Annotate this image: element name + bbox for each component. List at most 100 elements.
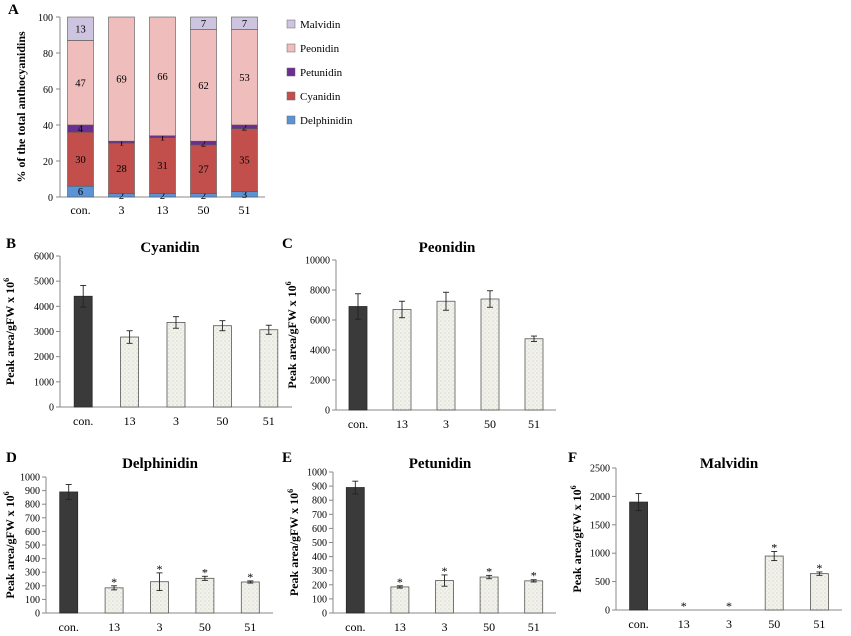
y-tick-label: 1000 (590, 549, 610, 560)
x-category-label: con. (348, 417, 368, 431)
y-tick-label: 1500 (590, 520, 610, 531)
y-tick-label: 200 (312, 580, 327, 591)
x-category-label: 50 (484, 417, 496, 431)
y-tick-label: 3000 (34, 327, 54, 338)
segment-label: 1 (160, 132, 165, 143)
y-tick-label: 500 (312, 538, 327, 549)
y-tick-label: 300 (25, 568, 40, 579)
y-axis-label-main: Peak area/gFW x 10 (3, 282, 17, 385)
significance-marker: * (681, 599, 687, 613)
panel-letter-f: F (568, 450, 577, 466)
bar (120, 336, 139, 408)
y-tick-label: 0 (605, 606, 610, 617)
panel-letter-a: A (8, 2, 19, 18)
panel-f: F Malvidin 0 500 1000 1500 2000 2500 Peak area/g… (568, 450, 842, 631)
panel-title: Cyanidin (140, 240, 200, 256)
significance-marker: * (816, 561, 822, 575)
stack-segment (190, 16, 217, 30)
x-category-label: 13 (124, 414, 136, 428)
segment-label: 47 (75, 78, 86, 89)
x-category-label: 51 (263, 414, 275, 428)
significance-marker: * (157, 562, 163, 576)
y-tick-label: 700 (25, 513, 40, 524)
y-tick-label: 100 (25, 595, 40, 606)
significance-marker: * (771, 540, 777, 554)
y-tick-label: 4000 (310, 346, 330, 357)
y-axis-label-sup: 6 (284, 281, 293, 285)
bar (480, 298, 500, 411)
segment-label: 2 (201, 191, 206, 202)
panel-e: E Petunidin 0 100 200 300 400 500 600 700 800 900 10… (282, 450, 556, 634)
bar (524, 338, 544, 411)
legend-label: Petunidin (300, 67, 343, 79)
x-category-label: 51 (813, 617, 825, 631)
bar (195, 577, 215, 614)
y-tick-label: 10000 (305, 256, 330, 267)
y-tick-label: 0 (325, 406, 330, 417)
y-axis-label: Peak area/gFW x 106 (569, 485, 584, 592)
stack-segment (149, 137, 176, 194)
legend-swatch (286, 115, 296, 125)
y-tick-label: 600 (25, 527, 40, 538)
y-tick-label: 0 (35, 609, 40, 620)
panel-letter-c: C (282, 236, 293, 252)
y-tick-label: 6000 (34, 252, 54, 263)
y-tick-label: 500 (25, 541, 40, 552)
bar (436, 300, 456, 411)
x-category-label: con. (345, 620, 365, 634)
y-tick-label: 900 (312, 482, 327, 493)
segment-label: 6 (78, 187, 83, 198)
significance-marker: * (726, 599, 732, 613)
y-tick-label: 4000 (34, 302, 54, 313)
panel-d: D Delphinidin 0 100 200 300 400 500 600 700 800 900… (2, 450, 273, 634)
bar (212, 325, 232, 408)
y-axis-label-sup: 6 (569, 485, 578, 489)
y-tick-label: 2500 (590, 464, 610, 475)
legend-swatch (286, 67, 296, 77)
y-axis-label-sup: 6 (2, 491, 11, 495)
stack-segment (149, 16, 176, 137)
y-axis-label-sup: 6 (2, 278, 11, 282)
legend-label: Peonidin (300, 43, 340, 55)
y-tick-label: 100 (38, 13, 53, 24)
y-tick-label: 100 (312, 594, 327, 605)
bar (166, 322, 186, 408)
bar (764, 555, 784, 611)
significance-marker: * (486, 564, 492, 578)
panel-title: Malvidin (700, 456, 759, 472)
legend-label: Delphinidin (300, 115, 353, 127)
legend-label: Malvidin (300, 19, 341, 31)
x-category-label: con. (70, 203, 90, 217)
y-axis-label: Peak area/gFW x 106 (286, 489, 301, 596)
significance-marker: * (111, 575, 117, 589)
segment-label: 2 (160, 191, 165, 202)
x-category-label: 3 (726, 617, 732, 631)
stack-segment (108, 16, 135, 142)
segment-label: 13 (75, 24, 86, 35)
segment-label: 27 (198, 165, 209, 176)
y-tick-label: 1000 (20, 473, 40, 484)
y-tick-label: 200 (25, 581, 40, 592)
x-category-label: 50 (216, 414, 228, 428)
stack-segment (190, 144, 217, 194)
y-axis-label-main: Peak area/gFW x 10 (3, 495, 17, 598)
significance-marker: * (247, 570, 253, 584)
panel-title: Petunidin (409, 456, 472, 472)
panel-a: A 0 20 40 60 80 100 % of the total anthocyanidi… (8, 2, 353, 217)
significance-marker: * (202, 565, 208, 579)
y-tick-label: 2000 (590, 492, 610, 503)
panel-b: B Cyanidin 0 1000 2000 3000 4000 5000 6000 Peak a… (2, 236, 292, 428)
y-tick-label: 80 (43, 49, 53, 60)
segment-label: 66 (157, 72, 168, 83)
stack-segment (67, 40, 94, 126)
x-category-label: 50 (483, 620, 495, 634)
legend-swatch (286, 91, 296, 101)
bar (345, 487, 365, 614)
x-category-label: 3 (442, 620, 448, 634)
y-tick-label: 400 (312, 552, 327, 563)
y-tick-label: 800 (25, 500, 40, 511)
y-axis-label-main: Peak area/gFW x 10 (570, 489, 584, 592)
segment-label: 62 (198, 81, 209, 92)
stack-segment (190, 29, 217, 142)
